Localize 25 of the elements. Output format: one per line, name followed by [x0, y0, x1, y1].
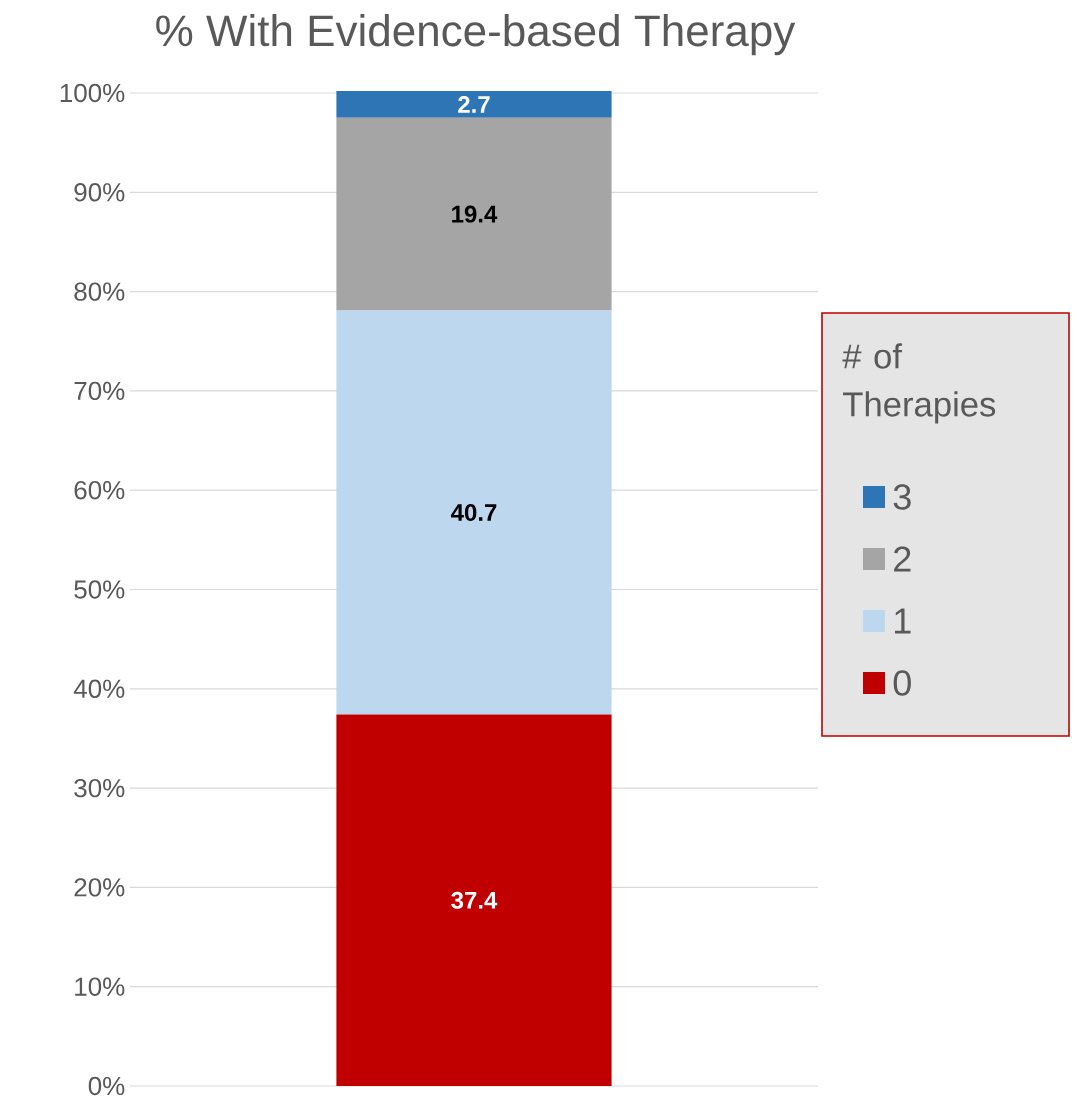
legend-title: # of Therapies: [842, 343, 996, 424]
y-tick-label: 100%: [60, 83, 125, 103]
data-label: 40.7: [451, 504, 497, 522]
y-tick-label: 30%: [74, 778, 125, 798]
legend-label: 1: [895, 608, 911, 634]
y-tick-label: 90%: [74, 183, 125, 202]
y-tick-label: 80%: [74, 282, 125, 301]
legend-label: 2: [894, 546, 911, 572]
bar: [336, 117, 612, 311]
y-tick-label: 70%: [74, 381, 125, 401]
data-label: 2.7: [458, 96, 490, 113]
y-tick-label: 20%: [74, 878, 125, 897]
chart-title: % With Evidence-based Therapy: [156, 14, 796, 56]
bar: [336, 310, 612, 715]
y-tick-label: 0%: [88, 1076, 125, 1096]
bar: [336, 90, 612, 118]
y-tick-label: 50%: [74, 580, 125, 599]
legend-label: 3: [893, 484, 911, 510]
y-tick-label: 40%: [73, 679, 125, 698]
data-label: 19.4: [452, 205, 498, 223]
bar: [336, 714, 612, 1086]
y-tick-label: 10%: [75, 977, 125, 996]
y-tick-label: 60%: [74, 480, 125, 500]
legend-label: 0: [893, 670, 911, 696]
data-label: 37.4: [451, 891, 498, 909]
